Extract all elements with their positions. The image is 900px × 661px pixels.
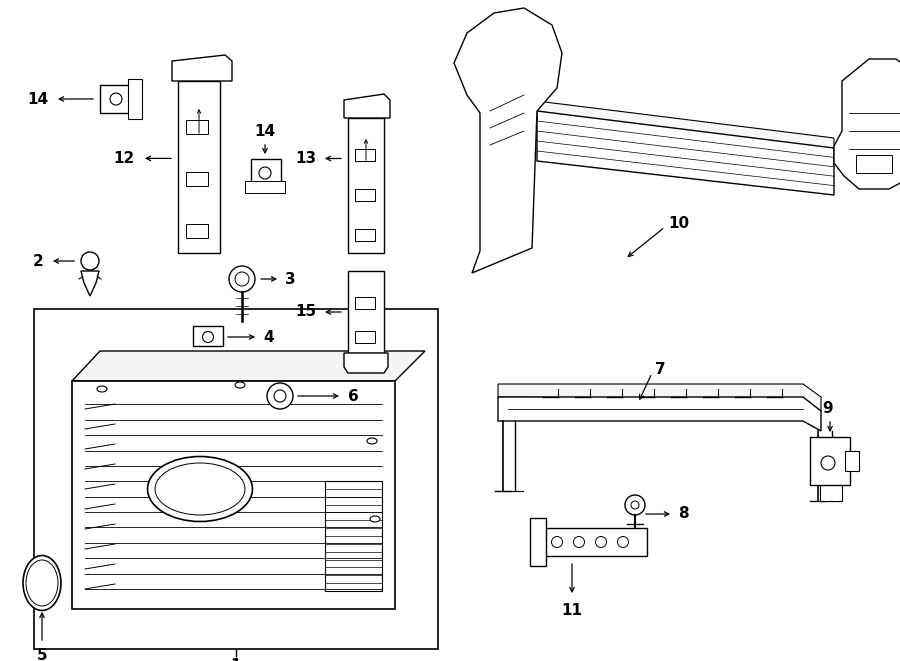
- Polygon shape: [344, 94, 390, 118]
- Text: 6: 6: [348, 389, 359, 403]
- Polygon shape: [344, 353, 388, 373]
- Bar: [530, 518, 546, 566]
- Bar: [820, 477, 842, 501]
- Text: 4: 4: [263, 329, 274, 344]
- Bar: [34, 309, 438, 649]
- Text: 11: 11: [562, 603, 582, 618]
- Polygon shape: [172, 55, 232, 81]
- Text: 5: 5: [37, 648, 48, 661]
- Bar: [193, 326, 223, 346]
- Bar: [348, 118, 384, 253]
- Bar: [355, 189, 375, 201]
- Polygon shape: [498, 384, 821, 411]
- Text: 7: 7: [655, 362, 666, 377]
- Text: 2: 2: [32, 254, 43, 268]
- Polygon shape: [454, 8, 562, 273]
- Ellipse shape: [370, 516, 380, 522]
- Polygon shape: [81, 271, 99, 296]
- Bar: [355, 229, 375, 241]
- Bar: [542, 528, 647, 556]
- Bar: [810, 437, 850, 485]
- Circle shape: [596, 537, 607, 547]
- Circle shape: [267, 383, 293, 409]
- Bar: [186, 172, 208, 186]
- Polygon shape: [537, 101, 834, 158]
- Polygon shape: [498, 397, 821, 431]
- Text: 10: 10: [668, 215, 689, 231]
- Ellipse shape: [148, 457, 253, 522]
- Ellipse shape: [367, 438, 377, 444]
- Circle shape: [202, 332, 213, 342]
- Circle shape: [573, 537, 584, 547]
- Bar: [186, 120, 208, 134]
- Circle shape: [552, 537, 562, 547]
- Bar: [355, 149, 375, 161]
- Bar: [348, 271, 384, 353]
- Ellipse shape: [97, 386, 107, 392]
- Polygon shape: [72, 351, 425, 381]
- Text: 9: 9: [823, 401, 833, 416]
- Ellipse shape: [235, 382, 245, 388]
- Bar: [100, 85, 136, 113]
- Circle shape: [110, 93, 122, 105]
- Text: 15: 15: [295, 305, 316, 319]
- Bar: [186, 224, 208, 238]
- Polygon shape: [834, 59, 900, 189]
- Text: 13: 13: [295, 151, 316, 166]
- Bar: [856, 155, 892, 173]
- Text: 8: 8: [678, 506, 688, 522]
- Circle shape: [229, 266, 255, 292]
- Circle shape: [81, 252, 99, 270]
- Ellipse shape: [23, 555, 61, 611]
- Text: 12: 12: [113, 151, 135, 166]
- Bar: [355, 331, 375, 343]
- Circle shape: [259, 167, 271, 179]
- Circle shape: [617, 537, 628, 547]
- Bar: [325, 481, 382, 591]
- Circle shape: [625, 495, 645, 515]
- Polygon shape: [72, 381, 395, 609]
- Bar: [128, 79, 142, 119]
- Bar: [845, 451, 859, 471]
- Text: 1: 1: [230, 658, 241, 661]
- Text: 14: 14: [27, 91, 48, 106]
- Polygon shape: [537, 111, 834, 195]
- Text: 14: 14: [255, 124, 275, 139]
- Circle shape: [821, 456, 835, 470]
- Bar: [245, 181, 285, 193]
- Text: 3: 3: [285, 272, 295, 286]
- Bar: [355, 297, 375, 309]
- Bar: [251, 159, 281, 187]
- Bar: [178, 81, 220, 253]
